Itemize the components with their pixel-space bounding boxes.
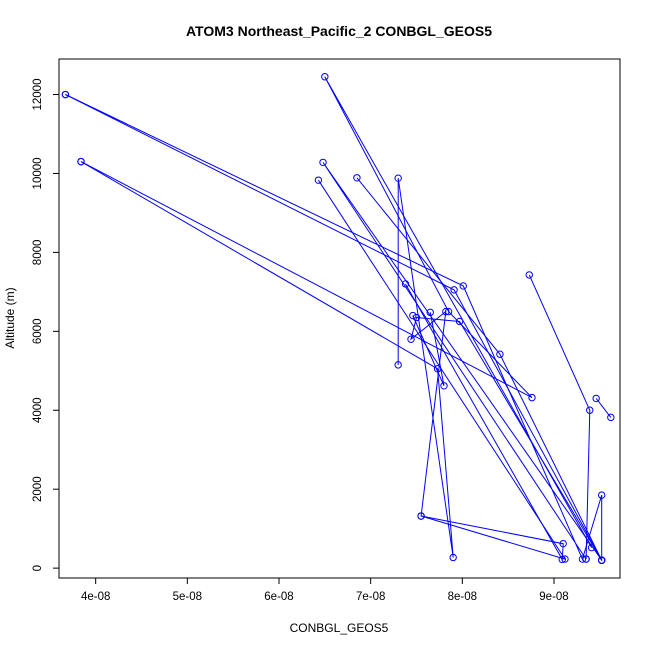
series-line [65,94,603,561]
x-tick-label: 6e-08 [264,591,293,603]
series-layer [65,76,612,562]
data-point [412,313,421,322]
series-line [65,94,603,562]
data-point [558,555,566,564]
y-tick-label: 4000 [32,397,44,423]
data-point [597,491,606,499]
data-point [561,555,569,563]
y-tick-label: 8000 [32,240,44,266]
data-point [319,158,327,167]
data-point [440,382,448,390]
y-tick-label: 10000 [32,157,44,189]
series-line [317,179,603,561]
y-axis-label: Altitude (m) [3,287,17,348]
data-point [559,539,567,548]
data-point [314,176,323,184]
marker-layer [61,73,615,564]
data-point [528,393,536,402]
data-point [459,282,467,290]
series-line [595,398,612,418]
series-line [405,283,564,562]
series-line [528,274,591,560]
data-point [409,311,417,320]
data-point [61,90,70,99]
data-point [77,157,85,166]
x-tick-label: 7e-08 [356,591,385,603]
data-point [450,286,458,294]
data-point [525,271,533,279]
x-tick-label: 5e-08 [173,591,202,603]
x-tick-label: 8e-08 [448,591,477,603]
data-point [455,317,464,326]
data-point [442,307,450,316]
data-point [578,555,587,563]
plot-frame [58,58,621,579]
data-point [407,335,415,343]
y-axis: 0 2000 4000 6000 8000 10000 12000 [32,79,60,571]
y-tick-label: 12000 [32,79,44,111]
data-point [607,413,615,422]
data-point [449,553,457,562]
data-point [394,174,402,182]
chart-title: ATOM3 Northeast_Pacific_2 CONBGL_GEOS5 [186,23,492,39]
y-tick-label: 2000 [32,476,44,502]
data-point [426,308,434,317]
data-point [597,556,606,564]
data-point [433,365,442,373]
y-tick-label: 0 [32,565,44,571]
data-point [496,350,504,358]
x-axis-label: CONBGL_GEOS5 [290,621,389,635]
data-point [394,361,402,369]
data-point [592,394,600,403]
data-point [417,512,425,520]
x-tick-label: 9e-08 [539,591,568,603]
data-point [353,174,361,182]
series-line [356,177,603,561]
data-point [582,555,590,563]
data-point [321,73,329,81]
x-axis: 4e-08 5e-08 6e-08 7e-08 8e-08 9e-08 [81,577,569,603]
series-line [80,161,454,558]
data-point [586,406,594,414]
data-point [587,543,596,552]
data-point [444,307,453,316]
series-line [412,312,445,387]
data-point [401,280,410,288]
x-tick-label: 4e-08 [81,591,110,603]
y-tick-label: 6000 [32,319,44,345]
